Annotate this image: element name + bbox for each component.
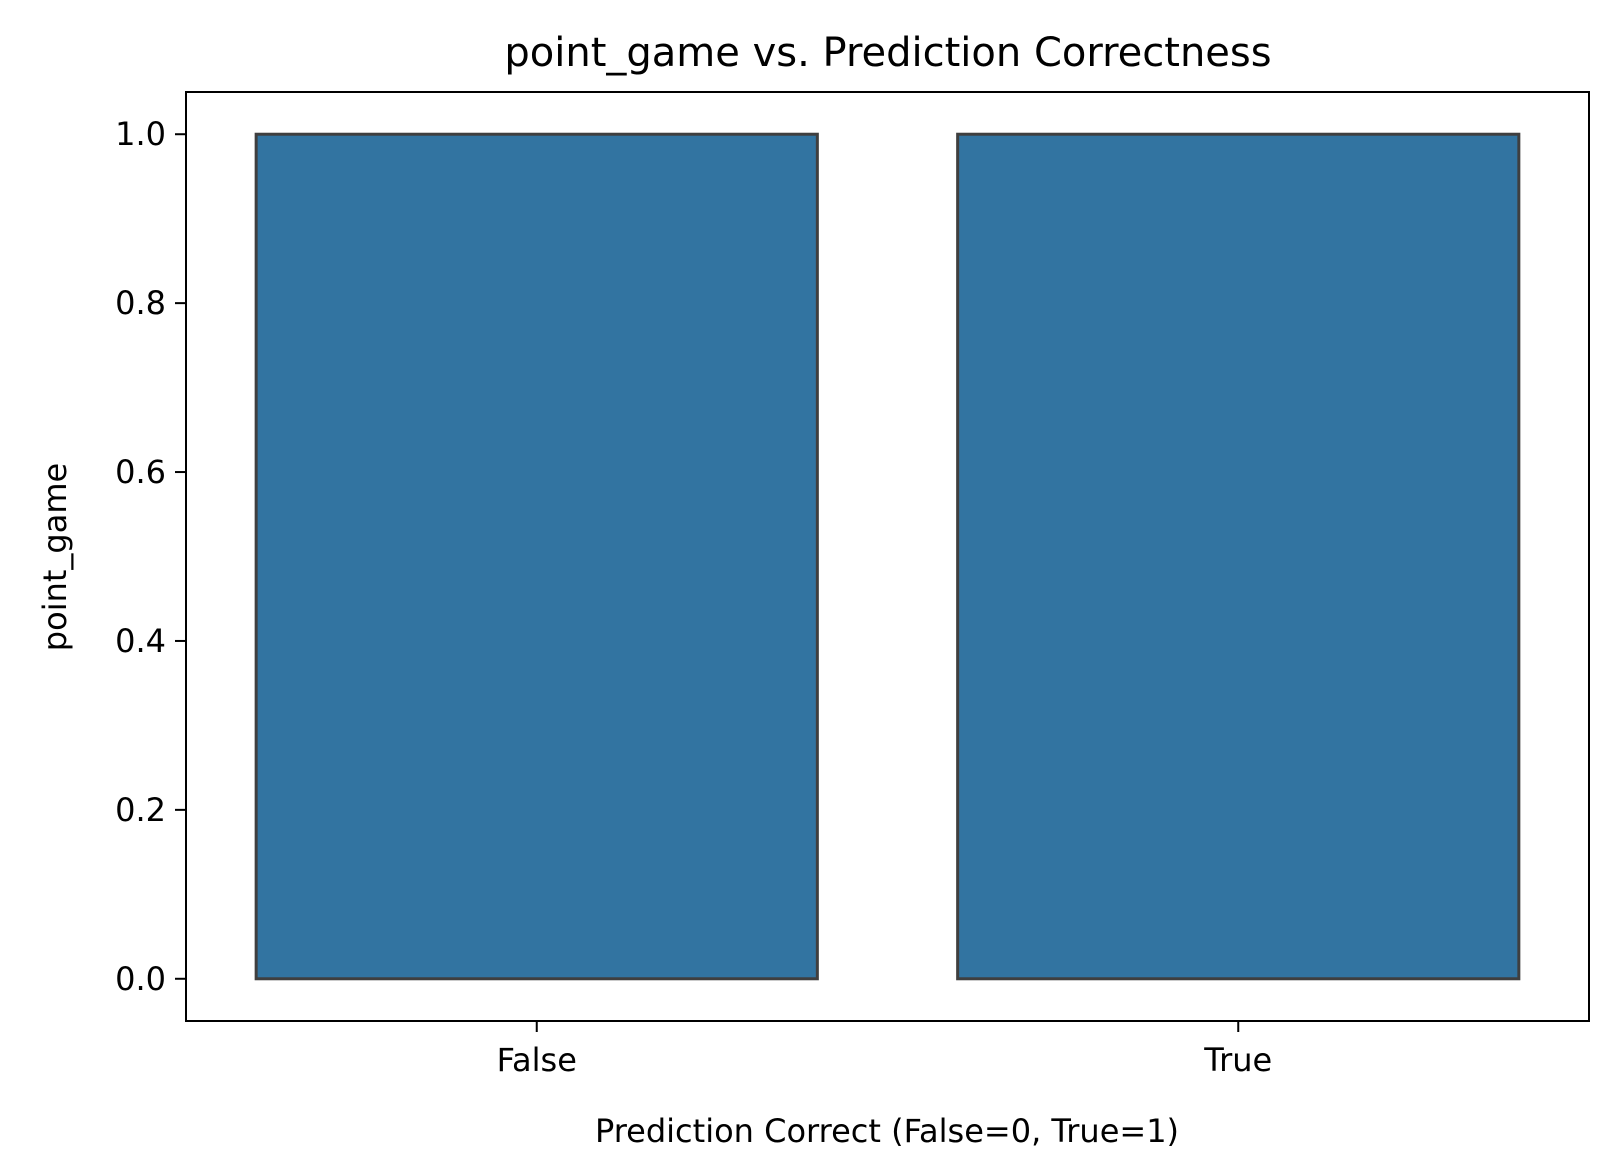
y-tick-label: 0.6 bbox=[115, 453, 166, 491]
bar-false bbox=[254, 132, 819, 981]
plot-frame bbox=[185, 91, 1590, 1022]
x-axis-label: Prediction Correct (False=0, True=1) bbox=[595, 1112, 1179, 1150]
chart-title: point_game vs. Prediction Correctness bbox=[504, 30, 1271, 76]
x-tick-label: False bbox=[497, 1041, 577, 1079]
bars-layer bbox=[254, 132, 1521, 981]
y-tick-label: 1.0 bbox=[115, 115, 166, 153]
y-axis-label: point_game bbox=[36, 463, 74, 651]
y-tick-label: 0.2 bbox=[115, 791, 166, 829]
x-tick-label: True bbox=[1203, 1041, 1272, 1079]
y-tick-label: 0.8 bbox=[115, 284, 166, 322]
bar-true bbox=[956, 132, 1521, 981]
y-tick-label: 0.0 bbox=[115, 960, 166, 998]
x-axis: False True bbox=[497, 1021, 1272, 1079]
y-axis: 0.0 0.2 0.4 0.6 0.8 1.0 bbox=[115, 115, 186, 998]
y-tick-label: 0.4 bbox=[115, 622, 166, 660]
